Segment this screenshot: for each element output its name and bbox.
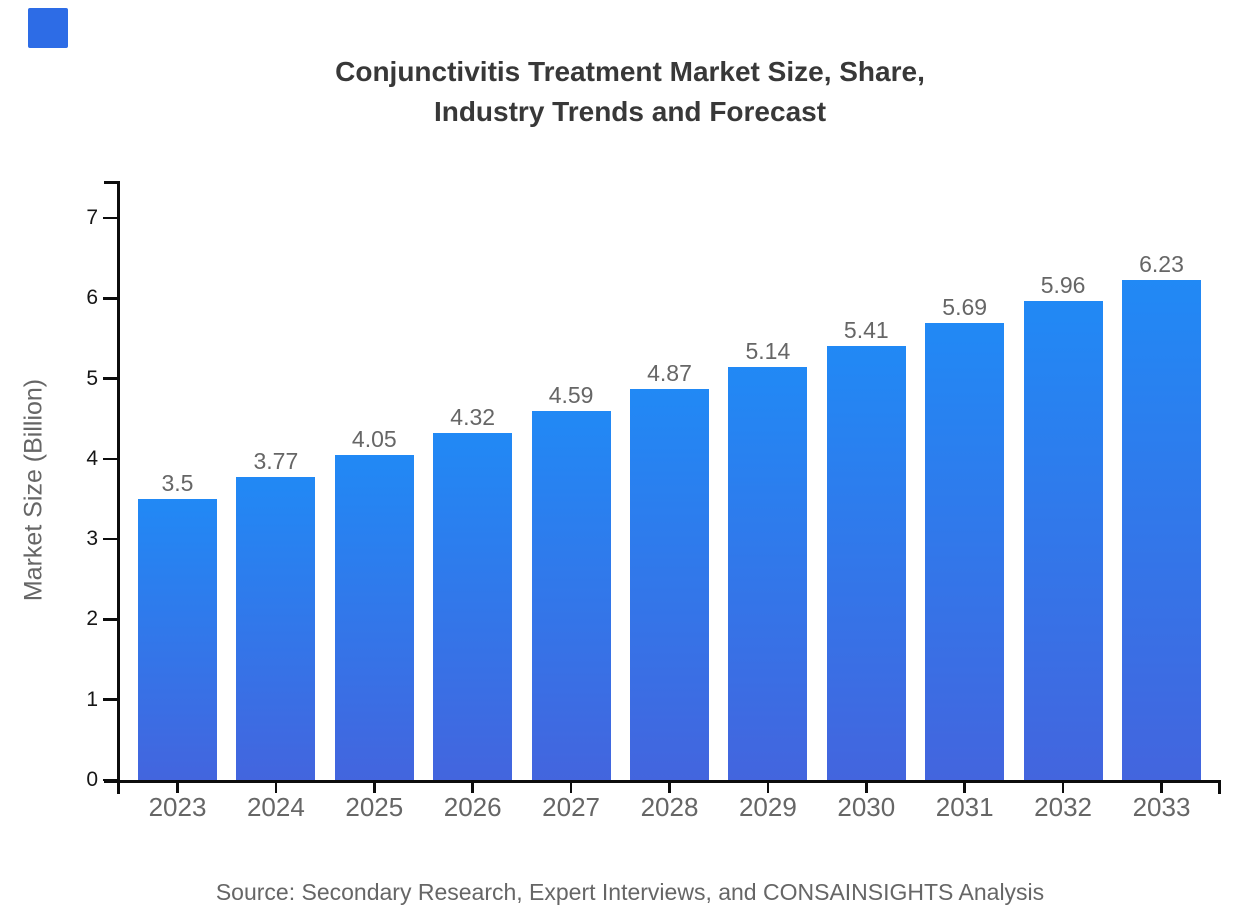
bar-2027 [531, 411, 611, 780]
y-axis-tick [103, 778, 117, 782]
y-axis-tick-label: 2 [86, 607, 98, 631]
y-axis-tick-label: 5 [86, 366, 98, 390]
y-axis-tick [103, 457, 117, 461]
bar-value-label: 4.87 [647, 360, 692, 386]
x-axis-tick [569, 780, 573, 793]
y-axis-tick [103, 698, 117, 701]
x-axis-tick [668, 780, 671, 793]
bar-2029 [728, 367, 808, 780]
bar-value-label: 6.23 [1139, 250, 1184, 277]
bar-2028 [630, 389, 709, 780]
bar-2030 [826, 345, 906, 780]
x-axis-tick-label: 2029 [738, 792, 797, 822]
x-axis-tick [766, 780, 770, 793]
x-axis-tick-label: 2033 [1132, 792, 1191, 822]
y-axis-tick-label: 3 [86, 527, 98, 551]
source-note: Source: Secondary Research, Expert Inter… [215, 879, 1045, 905]
y-axis-tick-label: 1 [86, 687, 98, 711]
x-axis-tick-label: 2023 [148, 792, 207, 822]
chart-title-line2: Industry Trends and Forecast [433, 96, 827, 127]
x-axis-tick [865, 780, 868, 793]
x-axis-tick-label: 2032 [1034, 792, 1093, 822]
bar-2025 [334, 454, 414, 780]
y-axis-title: Market Size (Billion) [19, 378, 48, 602]
bar-2033 [1122, 279, 1201, 780]
y-axis-tick [103, 377, 117, 380]
x-axis-tick [963, 780, 966, 793]
bar-2023 [138, 498, 217, 780]
x-axis-tick-label: 2030 [837, 792, 896, 822]
chart-title: Conjunctivitis Treatment Market Size, Sh… [0, 52, 1260, 132]
x-axis-tick-label: 2026 [443, 792, 502, 822]
y-axis-tick [103, 216, 117, 220]
x-axis-tick-label: 2027 [542, 792, 601, 822]
x-axis-tick [373, 780, 376, 793]
x-axis-line [104, 780, 1220, 783]
bar-value-label: 5.14 [745, 338, 791, 365]
y-axis-tick [103, 297, 117, 300]
bar-value-label: 3.5 [161, 469, 194, 496]
y-axis-tick-label: 7 [86, 205, 98, 229]
bar-value-label: 5.69 [942, 294, 988, 321]
y-axis-line [117, 181, 120, 794]
bar-2026 [433, 433, 513, 780]
y-axis-tick-label: 6 [86, 286, 98, 310]
x-axis-tick [274, 780, 278, 793]
bar-2024 [236, 477, 316, 780]
y-axis-tick [103, 537, 117, 541]
x-axis-tick-label: 2028 [640, 792, 699, 822]
y-axis-tick-label: 4 [86, 446, 98, 470]
x-axis-tick-label: 2031 [935, 792, 994, 822]
x-axis-tick [176, 780, 179, 793]
x-axis-tick-label: 2025 [345, 792, 404, 822]
bar-value-label: 3.77 [253, 448, 299, 475]
x-axis-tick [1160, 780, 1163, 793]
y-axis-tick-label: 0 [86, 768, 98, 791]
y-axis-tick [103, 618, 117, 621]
logo-mark [28, 8, 68, 48]
x-axis-end-cap [1218, 780, 1221, 794]
bar-2031 [925, 323, 1005, 780]
chart-title-line1: Conjunctivitis Treatment Market Size, Sh… [335, 56, 925, 87]
x-axis-tick [471, 780, 474, 793]
bar-value-label: 5.96 [1040, 272, 1086, 299]
y-axis-top-cap [104, 181, 119, 184]
bar-value-label: 4.59 [548, 382, 594, 409]
x-axis-tick [1061, 780, 1065, 793]
x-axis-tick-label: 2024 [246, 792, 305, 822]
bar-value-label: 4.05 [351, 425, 397, 452]
bar-value-label: 5.41 [843, 316, 889, 343]
bar-value-label: 4.32 [450, 404, 496, 431]
bar-2032 [1023, 301, 1103, 780]
